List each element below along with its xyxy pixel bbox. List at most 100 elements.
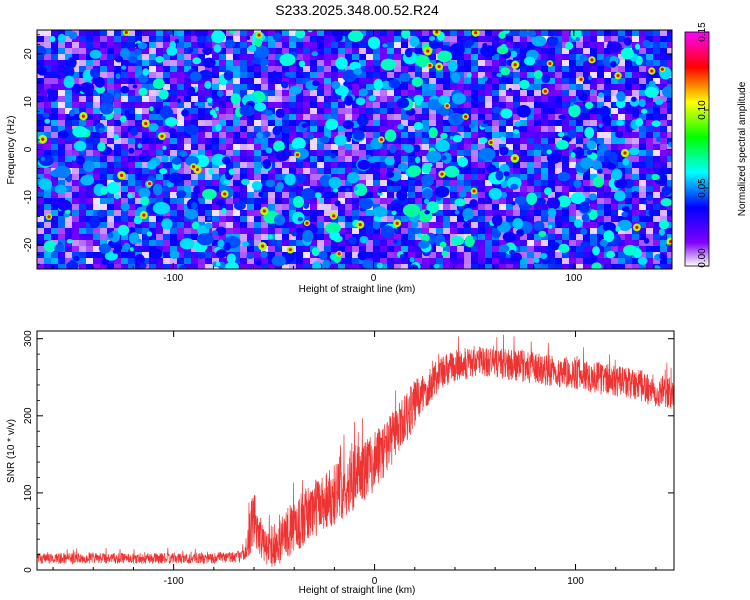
- heatmap-cell: [226, 228, 233, 234]
- heatmap-cell: [429, 114, 436, 120]
- heatmap-cell: [331, 96, 338, 102]
- heatmap-cell: [240, 264, 247, 269]
- heatmap-cell: [597, 114, 604, 120]
- heatmap-cell: [653, 186, 660, 192]
- heatmap-cell: [576, 66, 583, 72]
- heatmap-blob: [189, 71, 202, 82]
- heatmap-cell: [345, 192, 352, 198]
- heatmap-cell: [401, 36, 408, 42]
- heatmap-cell: [443, 264, 450, 269]
- heatmap-blob: [106, 181, 120, 194]
- heatmap-cell: [345, 84, 352, 90]
- heatmap-cell: [366, 252, 373, 258]
- heatmap-cell: [478, 246, 485, 252]
- heatmap-cell: [72, 162, 79, 168]
- heatmap-peak-core: [437, 65, 441, 69]
- heatmap-cell: [646, 180, 653, 186]
- heatmap-cell: [464, 126, 471, 132]
- heatmap-cell: [324, 72, 331, 78]
- heatmap-cell: [471, 108, 478, 114]
- heatmap-cell: [408, 138, 415, 144]
- heatmap-cell: [51, 30, 58, 36]
- heatmap-cell: [240, 36, 247, 42]
- heatmap-cell: [569, 144, 576, 150]
- heatmap-blob: [449, 135, 454, 140]
- heatmap-cell: [156, 114, 163, 120]
- heatmap-cell: [65, 252, 72, 258]
- heatmap-cell: [205, 90, 212, 96]
- heatmap-cell: [443, 60, 450, 66]
- heatmap-cell: [345, 246, 352, 252]
- heatmap-cell: [646, 144, 653, 150]
- heatmap-cell: [492, 138, 499, 144]
- heatmap-blob: [651, 120, 661, 127]
- heatmap-peak-core: [513, 63, 517, 67]
- heatmap-blob: [204, 222, 213, 229]
- heatmap-cell: [254, 234, 261, 240]
- heatmap-blob: [216, 90, 224, 97]
- heatmap-cell: [555, 66, 562, 72]
- heatmap-cell: [317, 174, 324, 180]
- heatmap-cell: [520, 168, 527, 174]
- heatmap-cell: [254, 222, 261, 228]
- heatmap-cell: [345, 114, 352, 120]
- heatmap-cell: [597, 216, 604, 222]
- heatmap-cell: [268, 168, 275, 174]
- heatmap-cell: [198, 216, 205, 222]
- heatmap-cell: [114, 102, 121, 108]
- heatmap-cell: [156, 180, 163, 186]
- heatmap-cell: [72, 42, 79, 48]
- heatmap-cell: [44, 72, 51, 78]
- heatmap-cell: [261, 228, 268, 234]
- heatmap-blob: [330, 152, 337, 159]
- heatmap-blob: [656, 136, 662, 143]
- heatmap-cell: [303, 168, 310, 174]
- heatmap-cell: [233, 144, 240, 150]
- heatmap-blob: [570, 192, 586, 205]
- heatmap-cell: [177, 108, 184, 114]
- heatmap-cell: [233, 60, 240, 66]
- heatmap-cell: [198, 78, 205, 84]
- heatmap-cell: [79, 252, 86, 258]
- heatmap-cell: [240, 186, 247, 192]
- heatmap-cell: [247, 210, 254, 216]
- heatmap-cell: [324, 96, 331, 102]
- heatmap-cell: [289, 240, 296, 246]
- heatmap-cell: [401, 42, 408, 48]
- heatmap-cell: [555, 252, 562, 258]
- heatmap-cell: [212, 150, 219, 156]
- heatmap-cell: [548, 54, 555, 60]
- heatmap-cell: [86, 66, 93, 72]
- heatmap-cell: [464, 168, 471, 174]
- heatmap-cell: [352, 204, 359, 210]
- heatmap-cell: [366, 126, 373, 132]
- heatmap-cell: [583, 42, 590, 48]
- heatmap-cell: [485, 30, 492, 36]
- heatmap-blob: [132, 84, 138, 89]
- heatmap-cell: [541, 216, 548, 222]
- heatmap-cell: [198, 150, 205, 156]
- heatmap-cell: [310, 168, 317, 174]
- heatmap-cell: [240, 132, 247, 138]
- heatmap-cell: [359, 54, 366, 60]
- heatmap-cell: [317, 150, 324, 156]
- heatmap-cell: [233, 72, 240, 78]
- heatmap-cell: [604, 48, 611, 54]
- heatmap-blob: [382, 43, 388, 48]
- heatmap-blob: [635, 117, 644, 127]
- heatmap-cell: [415, 258, 422, 264]
- heatmap-cell: [261, 114, 268, 120]
- heatmap-blob: [66, 175, 72, 183]
- heatmap-cell: [576, 264, 583, 269]
- heatmap-cell: [254, 54, 261, 60]
- heatmap-cell: [555, 120, 562, 126]
- heatmap-cell: [429, 66, 436, 72]
- heatmap-cell: [177, 60, 184, 66]
- heatmap-cell: [478, 60, 485, 66]
- heatmap-cell: [513, 204, 520, 210]
- heatmap-cell: [513, 132, 520, 138]
- heatmap-cell: [233, 222, 240, 228]
- heatmap-blob: [146, 160, 157, 170]
